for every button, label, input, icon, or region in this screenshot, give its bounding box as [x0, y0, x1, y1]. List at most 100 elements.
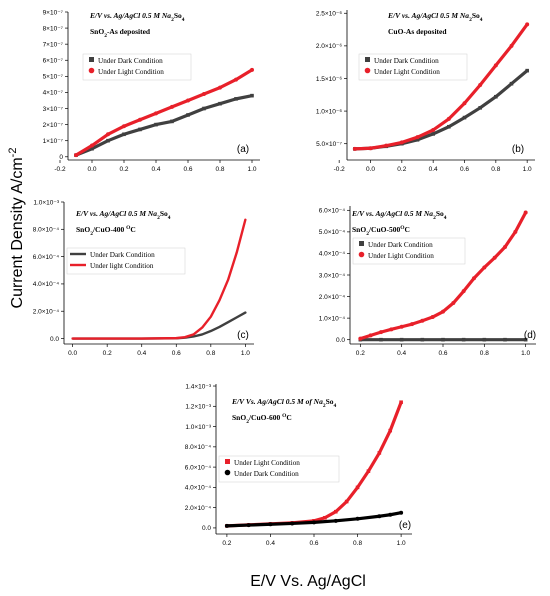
x-tick-label: 0.2 — [356, 350, 365, 357]
series-curve — [353, 69, 529, 151]
data-point — [388, 428, 393, 433]
legend-entry: Under light Condition — [90, 262, 154, 270]
data-point — [451, 301, 456, 306]
data-point — [138, 117, 142, 122]
data-point — [478, 83, 483, 87]
y-tick-label: 2.0×10⁻⁴ — [185, 505, 211, 512]
data-point — [513, 229, 518, 234]
data-point — [368, 333, 373, 338]
series-1 — [358, 337, 528, 342]
data-point — [493, 63, 498, 68]
legend-box — [218, 455, 340, 483]
x-tick-label: 0.8 — [206, 350, 215, 357]
data-point — [154, 122, 158, 127]
legend-box — [82, 53, 192, 81]
data-point — [441, 337, 445, 342]
data-point — [461, 337, 466, 342]
x-tick-label: 0.4 — [137, 350, 146, 357]
y-tick-label: 4.0×10⁻⁴ — [319, 251, 345, 258]
data-point — [446, 116, 451, 121]
data-point — [503, 337, 507, 342]
data-point — [415, 135, 420, 140]
data-point — [154, 111, 158, 116]
figure-x-label: E/V Vs. Ag/AgCl — [250, 573, 366, 590]
panel-label: (e) — [399, 520, 411, 531]
data-point — [90, 143, 94, 148]
legend-box — [358, 53, 468, 81]
y-tick-label: 2.0×10⁻⁴ — [33, 309, 59, 316]
data-point — [377, 514, 382, 519]
data-point — [323, 515, 327, 520]
data-point — [430, 315, 435, 320]
panel-label: (d) — [524, 330, 536, 341]
panel-title-conditions: E/V vs. Ag/AgCl 0.5 M Na2So4 — [351, 209, 447, 221]
data-point — [415, 137, 420, 142]
y-tick-label: 6×10⁻⁷ — [43, 58, 64, 65]
data-point — [389, 327, 394, 332]
data-point — [447, 124, 451, 129]
data-point — [202, 106, 206, 111]
data-point — [224, 523, 229, 528]
series-1 — [353, 68, 529, 151]
data-point — [352, 146, 357, 151]
panel-d: 0.2 0.4 0.6 0.8 1.0 0.0 1.0×10⁻⁴ 2.0×10⁻⁴ 3.0×10… — [319, 206, 536, 357]
data-point — [368, 146, 373, 151]
data-point — [355, 485, 360, 490]
data-point — [482, 265, 487, 270]
legend-entry: Under Dark Condition — [234, 470, 299, 478]
y-tick-label: 2.0×10⁻⁶ — [316, 43, 342, 50]
data-point — [250, 93, 254, 98]
data-point — [410, 322, 414, 327]
data-point — [358, 336, 363, 341]
data-point — [399, 400, 403, 405]
data-point — [384, 143, 389, 148]
panel-b: -0.2 0.0 0.2 0.4 0.6 0.8 1.0 5.0×10⁻⁷ 1.0×10⁻⁶ 1.… — [316, 10, 535, 173]
data-point — [186, 98, 190, 103]
y-tick-label: 1.0×10⁻⁶ — [316, 108, 342, 115]
data-point — [431, 128, 436, 132]
data-point — [462, 115, 467, 120]
data-point — [399, 324, 404, 329]
legend: Under Dark Condition Under Light Conditio… — [82, 53, 192, 81]
x-tick-label: 0.6 — [309, 540, 318, 547]
series-1 — [74, 93, 254, 157]
y-tick-label: 0 — [59, 154, 63, 161]
x-tick-label: 0.0 — [68, 350, 77, 357]
panel-title-conditions: E/V vs. Ag/AgCl 0.5 M Na2So4 — [75, 209, 171, 221]
panel-title-sample: SnO2/CuO-500OC — [352, 225, 410, 237]
series-curve — [74, 94, 254, 157]
y-tick-label: 7×10⁻⁷ — [43, 41, 64, 48]
data-point — [379, 330, 383, 335]
series-curve — [71, 311, 247, 340]
x-tick-label: 0.4 — [429, 166, 438, 173]
data-point — [523, 337, 528, 342]
x-tick-label: 1.0 — [397, 540, 406, 547]
data-point — [388, 512, 393, 517]
data-point — [399, 510, 404, 515]
legend-entry: Under Light Condition — [98, 68, 164, 76]
data-point — [122, 124, 126, 129]
x-tick-label: 0.6 — [172, 350, 181, 357]
y-tick-label: 1×10⁻⁷ — [43, 138, 64, 145]
data-point — [399, 140, 404, 145]
legend-swatch — [89, 57, 94, 62]
y-tick-label: 1.2×10⁻³ — [185, 404, 211, 411]
data-point — [523, 210, 528, 215]
data-point — [399, 337, 404, 342]
y-tick-label: 1.0×10⁻⁴ — [319, 315, 345, 322]
x-tick-label: 0.8 — [491, 166, 500, 173]
legend-box — [66, 247, 186, 275]
x-tick-label: 0.6 — [183, 166, 192, 173]
y-tick-label: 1.0×10⁻³ — [185, 424, 211, 431]
y-tick-label: 0.0 — [50, 336, 59, 343]
data-point — [268, 522, 273, 527]
x-tick-label: 0.8 — [353, 540, 362, 547]
data-point — [366, 469, 371, 473]
panel-label: (b) — [512, 144, 524, 155]
data-point — [138, 127, 142, 132]
x-tick-label: 1.0 — [247, 166, 256, 173]
x-tick-label: 0.6 — [460, 166, 469, 173]
x-tick-label: 0.2 — [119, 166, 128, 173]
x-tick-label: 0.2 — [103, 350, 112, 357]
x-tick-label: -0.2 — [54, 166, 66, 173]
